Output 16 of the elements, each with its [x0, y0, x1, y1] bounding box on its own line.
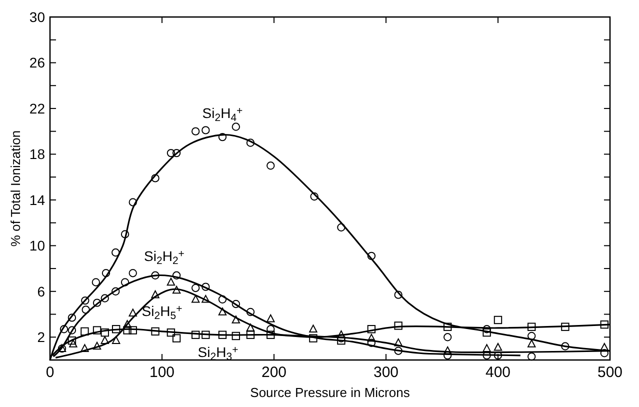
y-tick-label: 14	[29, 192, 46, 208]
y-tick-label: 18	[29, 146, 46, 162]
x-tick-label: 0	[46, 364, 54, 381]
x-tick-label: 100	[149, 364, 175, 381]
x-tick-label: 200	[261, 364, 287, 381]
x-tick-label: 500	[597, 364, 623, 381]
y-tick-label: 2	[37, 329, 46, 346]
y-tick-label: 22	[29, 100, 46, 116]
y-tick-label: 6	[37, 283, 46, 300]
x-tick-label: 300	[373, 364, 399, 381]
x-axis-title: Source Pressure in Microns	[250, 385, 410, 400]
y-tick-label: 26	[29, 54, 46, 71]
y-tick-label: 30	[29, 9, 46, 25]
x-tick-label: 400	[485, 364, 511, 381]
y-axis-title: % of Total Ionization	[8, 130, 23, 247]
y-tick-label: 10	[29, 238, 46, 254]
